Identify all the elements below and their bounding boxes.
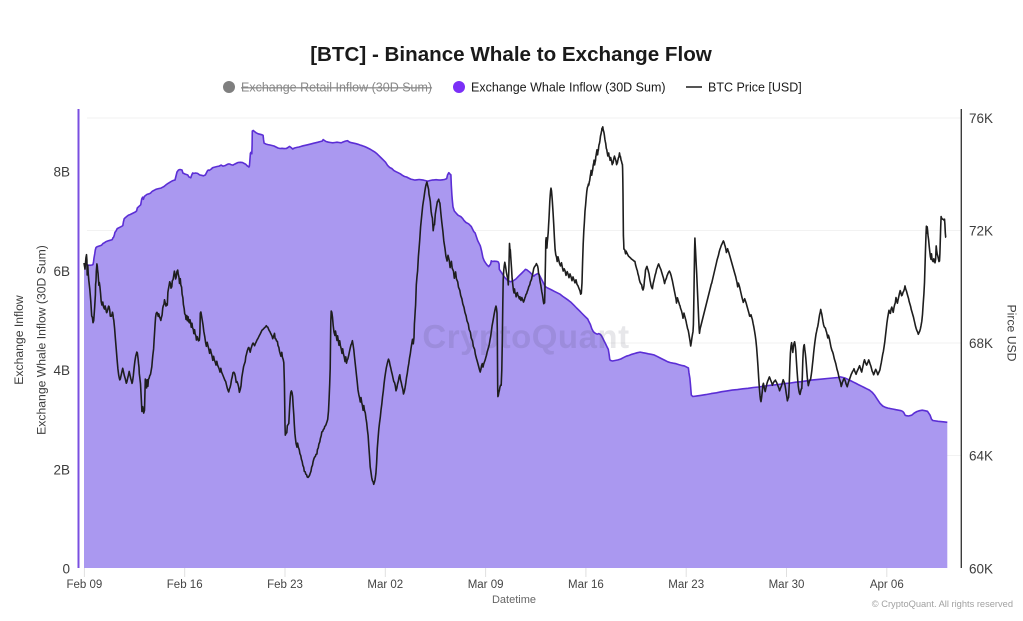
svg-text:Exchange Inflow: Exchange Inflow: [12, 295, 26, 385]
svg-text:8B: 8B: [53, 164, 70, 179]
svg-text:Mar 16: Mar 16: [568, 579, 604, 591]
svg-text:Feb 16: Feb 16: [167, 579, 203, 591]
svg-text:Datetime: Datetime: [492, 594, 536, 606]
svg-text:Exchange Whale Inflow (30D Sum: Exchange Whale Inflow (30D Sum): [471, 81, 666, 95]
svg-text:2B: 2B: [53, 463, 70, 478]
svg-text:60K: 60K: [969, 561, 993, 576]
svg-text:68K: 68K: [969, 336, 993, 351]
svg-text:Mar 02: Mar 02: [367, 579, 403, 591]
svg-text:Mar 30: Mar 30: [769, 579, 805, 591]
svg-text:Apr 06: Apr 06: [870, 579, 904, 591]
svg-text:CryptoQuant: CryptoQuant: [422, 318, 629, 355]
svg-text:Feb 09: Feb 09: [66, 579, 102, 591]
svg-text:Exchange Whale Inflow (30D Sum: Exchange Whale Inflow (30D Sum): [35, 245, 49, 435]
svg-text:4B: 4B: [53, 363, 70, 378]
svg-text:6B: 6B: [53, 264, 70, 279]
svg-text:[BTC] - Binance Whale to Excha: [BTC] - Binance Whale to Exchange Flow: [310, 43, 713, 66]
svg-text:Mar 23: Mar 23: [668, 579, 704, 591]
svg-text:Mar 09: Mar 09: [468, 579, 504, 591]
svg-text:72K: 72K: [969, 223, 993, 238]
svg-text:BTC Price [USD]: BTC Price [USD]: [708, 81, 802, 95]
svg-text:Pirce USD: Pirce USD: [1005, 305, 1019, 362]
svg-text:76K: 76K: [969, 111, 993, 126]
svg-text:© CryptoQuant. All rights rese: © CryptoQuant. All rights reserved: [872, 599, 1013, 609]
svg-text:0: 0: [62, 561, 70, 576]
svg-text:Exchange Retail Inflow (30D Su: Exchange Retail Inflow (30D Sum): [241, 81, 432, 95]
svg-text:64K: 64K: [969, 448, 993, 463]
svg-text:Feb 23: Feb 23: [267, 579, 303, 591]
